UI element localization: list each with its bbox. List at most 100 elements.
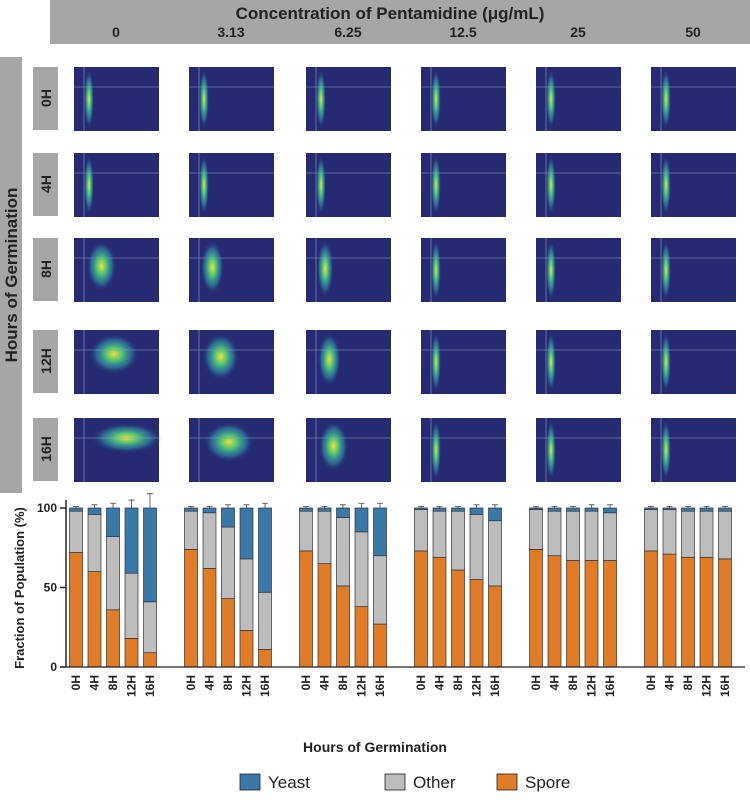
x-tick-label: 4H — [88, 675, 102, 690]
bar-segment — [143, 601, 157, 654]
bar-segment — [202, 512, 217, 569]
bar-segment — [373, 507, 387, 557]
flow-density — [661, 240, 671, 300]
x-tick-label: 4H — [203, 675, 217, 690]
bar-segment — [354, 507, 369, 533]
flow-density — [546, 155, 556, 215]
bar-segment — [184, 507, 198, 512]
bar-segment — [603, 512, 617, 561]
flow-density — [316, 69, 326, 129]
bar-segment — [603, 507, 617, 514]
error-bar — [188, 506, 194, 508]
concentration-label: 12.5 — [449, 24, 476, 40]
bar-segment — [184, 510, 198, 550]
legend-label: Spore — [525, 773, 570, 792]
flow-density — [661, 420, 671, 480]
legend-label: Other — [413, 773, 456, 792]
flow-density — [84, 155, 94, 215]
bar-segment — [469, 514, 484, 580]
bar-segment — [432, 507, 447, 512]
bar-segment — [718, 507, 732, 512]
bar-segment — [221, 598, 235, 668]
bar-segment — [414, 550, 428, 668]
flow-density — [431, 420, 441, 480]
bar-segment — [336, 517, 350, 587]
bar-segment — [106, 609, 120, 668]
side-bar — [0, 57, 22, 493]
flow-density — [316, 240, 334, 297]
x-tick-label: 4H — [548, 675, 562, 690]
flow-density — [431, 69, 441, 129]
bar-segment — [317, 507, 332, 512]
x-tick-label: 16H — [258, 675, 272, 697]
bar-segment — [584, 507, 599, 512]
x-tick-label: 0H — [644, 675, 658, 690]
y-tick-label: 50 — [44, 581, 58, 595]
x-tick-label: 8H — [221, 675, 235, 690]
x-tick-label: 12H — [700, 675, 714, 697]
bar-segment — [662, 509, 677, 555]
bar-segment — [584, 510, 599, 561]
bar-segment — [414, 507, 428, 510]
bar-segment — [451, 507, 465, 512]
x-tick-label: 0H — [529, 675, 543, 690]
x-tick-label: 0H — [184, 675, 198, 690]
bar-segment — [451, 569, 465, 668]
flow-density — [84, 69, 94, 129]
error-bar — [455, 506, 461, 508]
bar-segment — [258, 649, 272, 668]
bar-segment — [87, 507, 102, 515]
bar-segment — [662, 553, 677, 668]
bar-segment — [299, 507, 313, 512]
bar-segment — [124, 638, 139, 668]
error-bar — [570, 506, 576, 508]
bar-segment — [547, 555, 562, 668]
x-axis-title: Hours of Germination — [303, 739, 447, 755]
flow-density — [546, 69, 556, 129]
bar-segment — [354, 531, 369, 607]
x-tick-label: 16H — [373, 675, 387, 697]
x-tick-label: 16H — [143, 675, 157, 697]
bar-segment — [644, 550, 658, 668]
bar-segment — [106, 536, 120, 611]
x-tick-label: 12H — [470, 675, 484, 697]
bar-segment — [584, 560, 599, 668]
concentration-label: 6.25 — [334, 24, 361, 40]
x-tick-label: 12H — [125, 675, 139, 697]
error-bar — [648, 506, 654, 508]
bar-segment — [239, 507, 254, 560]
error-bar — [473, 504, 480, 508]
bar-segment — [699, 507, 714, 512]
error-bar — [703, 506, 710, 508]
bar-segment — [221, 526, 235, 599]
bar-segment — [644, 509, 658, 552]
error-bar — [492, 504, 498, 508]
error-bar — [147, 493, 153, 508]
bar-segment — [718, 558, 732, 668]
x-tick-label: 16H — [488, 675, 502, 697]
bar-segment — [547, 510, 562, 557]
bar-segment — [699, 510, 714, 558]
bar-segment — [336, 585, 350, 668]
error-bar — [436, 506, 443, 508]
header-title: Concentration of Pentamidine (μg/mL) — [236, 4, 545, 23]
bar-segment — [469, 507, 484, 515]
bar-segment — [529, 507, 543, 510]
error-bar — [321, 506, 328, 508]
flow-density — [546, 332, 556, 392]
bar-segment — [644, 507, 658, 510]
legend-swatch — [384, 773, 406, 791]
bar-segment — [681, 507, 695, 512]
flow-density — [431, 332, 441, 392]
y-axis-title: Fraction of Population (%) — [12, 507, 27, 669]
flow-density — [318, 421, 349, 471]
error-bar — [110, 502, 116, 508]
flow-density — [317, 332, 342, 387]
bar-segment — [718, 510, 732, 560]
bar-segment — [547, 507, 562, 512]
x-tick-label: 12H — [585, 675, 599, 697]
error-bar — [206, 506, 213, 508]
bar-segment — [184, 548, 198, 668]
bar-segment — [529, 509, 543, 550]
